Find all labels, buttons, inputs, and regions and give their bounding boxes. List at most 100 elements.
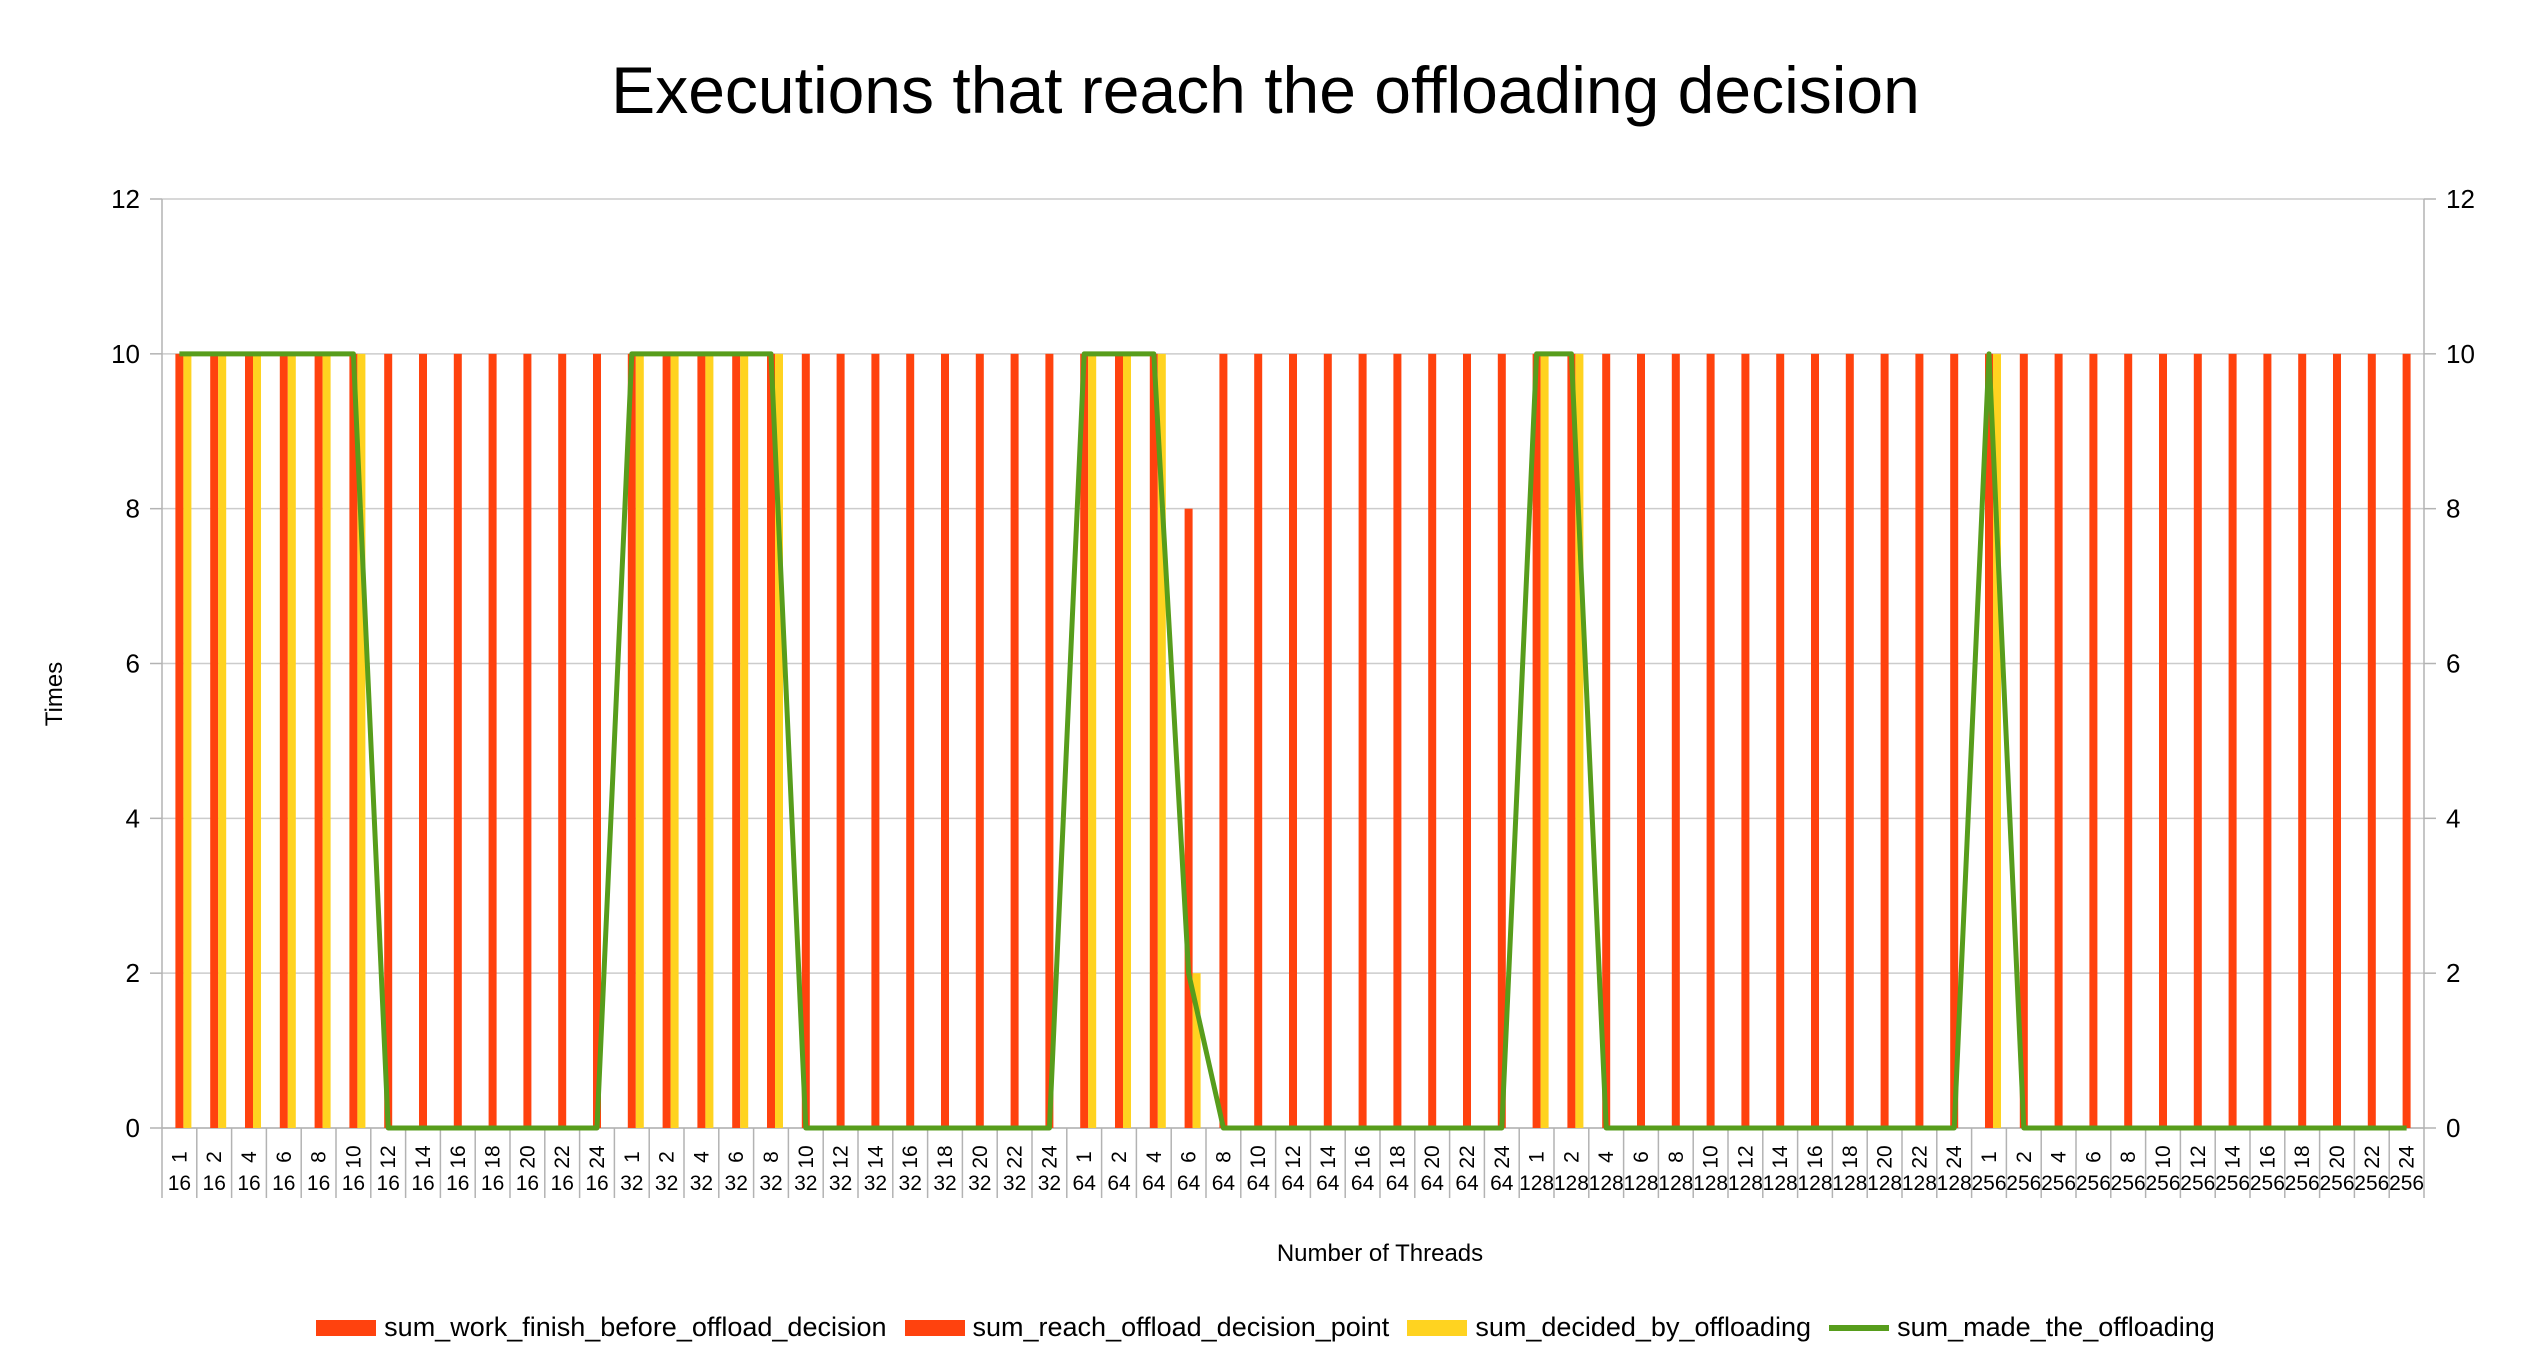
x-tick-label: 1 [621, 1151, 644, 1163]
x-tick-label: 2 [656, 1151, 679, 1163]
x-tick-label: 8 [2117, 1151, 2140, 1163]
x-tick-label: 22 [1456, 1145, 1479, 1168]
bar-sum-reach-offload-decision-point [732, 353, 741, 1128]
bar-sum-reach-offload-decision-point [1602, 353, 1611, 1128]
x-tick-label: 12 [377, 1145, 400, 1168]
x-tick-label-group: 128 [1623, 1172, 1658, 1195]
x-tick-label-group: 16 [585, 1172, 608, 1195]
x-tick-label-group: 16 [307, 1172, 330, 1195]
x-tick-label-group: 32 [968, 1172, 991, 1195]
x-tick-label: 8 [760, 1151, 783, 1163]
x-tick-label-group: 256 [1971, 1172, 2006, 1195]
bar-sum-decided-by-offloading [357, 353, 366, 1128]
y-tick-label: 2 [126, 958, 140, 988]
x-tick-label-group: 64 [1142, 1172, 1166, 1195]
x-tick-label: 24 [586, 1145, 609, 1169]
x-tick-label: 18 [1386, 1145, 1409, 1168]
x-tick-label: 18 [482, 1145, 505, 1168]
bar-sum-reach-offload-decision-point [836, 353, 845, 1128]
bar-sum-decided-by-offloading [670, 353, 679, 1128]
x-tick-label-group: 64 [1316, 1172, 1340, 1195]
x-tick-label: 1 [1073, 1151, 1096, 1163]
bar-sum-reach-offload-decision-point [2263, 353, 2272, 1128]
y-tick-label: 6 [126, 649, 140, 679]
bar-sum-reach-offload-decision-point [558, 353, 567, 1128]
bar-sum-reach-offload-decision-point [1532, 353, 1541, 1128]
legend-swatch [904, 1319, 965, 1336]
bar-sum-decided-by-offloading [287, 353, 296, 1128]
x-tick-label: 18 [2291, 1145, 2314, 1168]
y-tick-label: 0 [126, 1113, 140, 1143]
bar-sum-reach-offload-decision-point [349, 353, 358, 1128]
x-axis-label: Number of Threads [1276, 1240, 1484, 1267]
bar-sum-reach-offload-decision-point [1358, 353, 1367, 1128]
x-tick-label: 2 [203, 1151, 226, 1163]
bar-sum-reach-offload-decision-point [941, 353, 949, 1128]
x-tick-label: 10 [342, 1145, 365, 1168]
bar-sum-reach-offload-decision-point [906, 353, 915, 1128]
bar-sum-reach-offload-decision-point [523, 353, 532, 1128]
x-tick-label-group: 64 [1212, 1172, 1236, 1195]
x-tick-label: 1 [1978, 1151, 2001, 1163]
bar-sum-reach-offload-decision-point [662, 353, 671, 1128]
bar-sum-reach-offload-decision-point [593, 353, 601, 1128]
x-tick-label: 14 [412, 1145, 435, 1169]
x-tick-label-group: 64 [1281, 1172, 1305, 1195]
bar-sum-reach-offload-decision-point [1184, 508, 1193, 1129]
x-tick-label-group: 128 [1519, 1172, 1554, 1195]
x-tick-label: 14 [2222, 1145, 2245, 1169]
x-tick-label-group: 256 [2111, 1172, 2146, 1195]
x-tick-label: 16 [2256, 1145, 2279, 1168]
bar-sum-decided-by-offloading [740, 353, 749, 1128]
x-tick-label-group: 256 [2076, 1172, 2111, 1195]
legend-swatch [1407, 1319, 1468, 1336]
bar-sum-reach-offload-decision-point [1149, 353, 1158, 1128]
x-tick-label: 24 [1038, 1145, 1061, 1169]
x-tick-label: 18 [934, 1145, 957, 1168]
x-tick-label: 22 [2361, 1145, 2384, 1168]
x-tick-label-group: 16 [377, 1172, 400, 1195]
x-tick-label-group: 128 [1589, 1172, 1624, 1195]
bar-sum-reach-offload-decision-point [384, 353, 393, 1128]
bar-sum-reach-offload-decision-point [1776, 353, 1785, 1128]
bar-sum-reach-offload-decision-point [1567, 353, 1576, 1128]
bar-sum-reach-offload-decision-point [1637, 353, 1645, 1128]
x-tick-label: 12 [2187, 1145, 2210, 1168]
bar-sum-reach-offload-decision-point [1985, 353, 1993, 1128]
x-tick-label: 2 [2013, 1151, 2036, 1163]
bar-sum-decided-by-offloading [1088, 353, 1097, 1128]
y-axis-label: Times [41, 661, 68, 727]
x-tick-label-group: 64 [1386, 1172, 1410, 1195]
bar-sum-reach-offload-decision-point [1706, 353, 1715, 1128]
series-line [179, 351, 2407, 1131]
x-tick-label-group: 16 [203, 1172, 226, 1195]
x-tick-label-group: 32 [1003, 1172, 1026, 1195]
x-tick-label: 24 [1491, 1145, 1514, 1169]
x-tick-label-group: 128 [1797, 1172, 1832, 1195]
bar-sum-reach-offload-decision-point [1428, 353, 1437, 1128]
x-tick-label-group: 256 [2006, 1172, 2041, 1195]
bar-sum-decided-by-offloading [1993, 353, 2001, 1128]
bar-sum-reach-offload-decision-point [627, 353, 636, 1128]
y-tick-label-right: 4 [2446, 803, 2460, 833]
bar-sum-reach-offload-decision-point [697, 353, 706, 1128]
x-tick-label-group: 256 [2180, 1172, 2215, 1195]
y-tick-label: 4 [126, 803, 140, 833]
bar-sum-decided-by-offloading [183, 353, 192, 1128]
x-tick-label-group: 256 [2041, 1172, 2076, 1195]
y-tick-label-right: 0 [2446, 1113, 2460, 1143]
x-tick-label: 6 [1178, 1151, 1201, 1163]
bar-sum-reach-offload-decision-point [1880, 353, 1889, 1128]
x-tick-label-group: 256 [2354, 1172, 2389, 1195]
bar-sum-reach-offload-decision-point [2193, 353, 2202, 1128]
y-tick-label-right: 6 [2446, 649, 2460, 679]
x-tick-label-group: 16 [516, 1172, 539, 1195]
bar-sum-reach-offload-decision-point [210, 353, 219, 1128]
legend-swatch [316, 1319, 377, 1336]
x-tick-label: 16 [1804, 1145, 1827, 1168]
x-tick-label-group: 128 [1554, 1172, 1589, 1195]
x-tick-label-group: 64 [1247, 1172, 1271, 1195]
x-tick-label-group: 32 [620, 1172, 643, 1195]
